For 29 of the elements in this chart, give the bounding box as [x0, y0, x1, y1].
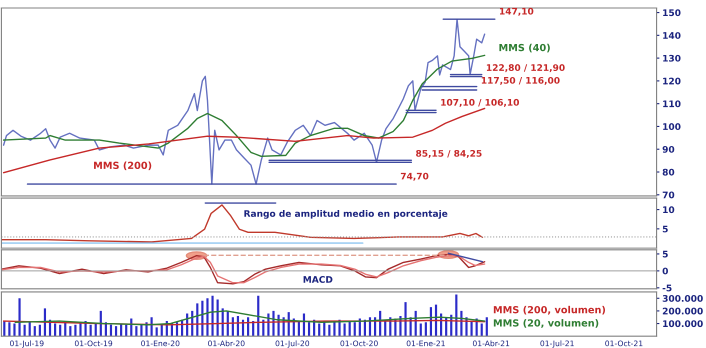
y-tick-label: 150 — [663, 9, 681, 16]
annotation: MACD — [304, 276, 332, 283]
y-tick-label: 100 — [663, 123, 681, 130]
y-tick-label: 5 — [662, 226, 668, 232]
annotation: 107,10 / 106,10 — [441, 98, 520, 107]
y-tick-label: 110 — [663, 100, 681, 108]
y-tick-label: 300.000 — [662, 295, 703, 302]
series-label: MMS (20, volumen) — [494, 319, 598, 328]
annotation: 122,80 / 121,90 — [486, 64, 565, 72]
series-label: MMS (200) — [94, 162, 152, 170]
y-tick-label: -5 — [662, 284, 672, 292]
y-tick-label: 90 — [662, 146, 674, 153]
annotation: 117,50 / 116,00 — [482, 76, 560, 85]
annotation: 85,15 / 84,25 — [416, 150, 482, 158]
annotation: Rango de amplitud medio en porcentaje — [244, 210, 448, 219]
y-tick-label: 10 — [663, 206, 674, 214]
y-tick-label: 130 — [663, 54, 681, 62]
y-tick-label: 100.000 — [663, 320, 703, 328]
y-tick-label: 0 — [662, 268, 668, 274]
y-tick-label: 140 — [663, 32, 681, 39]
annotation: 74,70 — [400, 172, 428, 181]
y-tick-label: 200.000 — [662, 308, 703, 314]
series-label: MMS (200, volumen) — [494, 306, 606, 315]
y-tick-label: 120 — [663, 78, 681, 84]
annotation: 147,10 — [500, 8, 534, 16]
y-tick-label: 70 — [662, 192, 674, 198]
y-tick-label: 5 — [662, 250, 668, 258]
series-label: MMS (40) — [499, 44, 550, 52]
y-tick-label: 80 — [662, 168, 674, 176]
